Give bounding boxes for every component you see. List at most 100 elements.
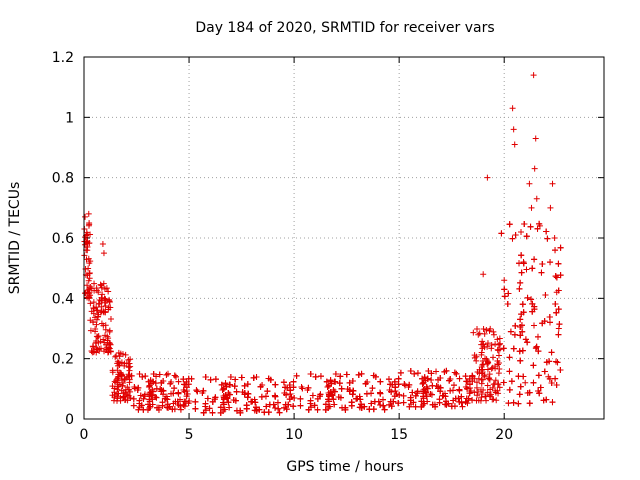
data-point xyxy=(307,400,314,407)
data-point xyxy=(258,393,265,400)
data-point xyxy=(474,326,481,333)
data-point xyxy=(429,382,436,389)
data-point xyxy=(395,375,402,382)
data-point xyxy=(118,371,125,378)
data-point xyxy=(517,357,524,364)
data-point xyxy=(336,380,343,387)
data-point xyxy=(473,379,480,386)
data-point xyxy=(224,395,231,402)
data-point xyxy=(469,373,476,380)
data-point xyxy=(309,392,316,399)
data-point xyxy=(516,348,523,355)
data-point xyxy=(549,180,556,187)
data-point xyxy=(419,380,426,387)
data-point xyxy=(441,368,448,375)
data-point xyxy=(183,388,190,395)
data-point xyxy=(533,343,540,350)
data-point xyxy=(173,373,180,380)
data-point xyxy=(95,289,102,296)
data-point xyxy=(526,180,533,187)
data-point xyxy=(459,403,466,410)
data-point xyxy=(293,372,300,379)
data-point xyxy=(487,391,494,398)
data-point xyxy=(264,388,271,395)
data-point xyxy=(346,386,353,393)
data-point xyxy=(98,294,105,301)
data-point xyxy=(87,300,94,307)
data-point xyxy=(552,301,559,308)
data-point xyxy=(552,375,559,382)
data-point xyxy=(357,396,364,403)
data-point xyxy=(370,406,377,413)
data-point xyxy=(118,387,125,394)
data-point xyxy=(149,387,156,394)
data-point xyxy=(547,259,554,266)
data-point xyxy=(420,395,427,402)
data-point xyxy=(497,340,504,347)
data-point xyxy=(428,370,435,377)
data-point xyxy=(519,347,526,354)
data-point xyxy=(251,396,258,403)
data-point xyxy=(209,398,216,405)
data-point xyxy=(119,383,126,390)
data-point xyxy=(252,399,259,406)
data-point xyxy=(170,400,177,407)
data-point xyxy=(532,135,539,142)
data-point xyxy=(123,360,130,367)
data-point xyxy=(515,400,522,407)
data-point xyxy=(478,394,485,401)
data-point xyxy=(546,319,553,326)
data-point xyxy=(540,397,547,404)
data-point xyxy=(355,371,362,378)
data-point xyxy=(545,373,552,380)
data-point xyxy=(346,379,353,386)
data-point xyxy=(270,401,277,408)
data-point xyxy=(510,126,517,133)
data-point xyxy=(498,230,505,237)
data-point xyxy=(116,362,123,369)
data-point xyxy=(169,406,176,413)
data-point xyxy=(517,383,524,390)
data-point xyxy=(488,341,495,348)
data-point xyxy=(549,399,556,406)
data-point xyxy=(501,293,508,300)
data-point xyxy=(356,393,363,400)
data-point xyxy=(175,378,182,385)
data-point xyxy=(509,105,516,112)
data-point xyxy=(485,375,492,382)
data-point xyxy=(447,375,454,382)
data-point xyxy=(506,354,513,361)
data-point xyxy=(93,333,100,340)
chart-title: Day 184 of 2020, SRMTID for receiver var… xyxy=(195,20,494,36)
data-point xyxy=(90,299,97,306)
data-point xyxy=(363,390,370,397)
data-point xyxy=(528,296,535,303)
data-point xyxy=(484,174,491,181)
data-point xyxy=(272,381,279,388)
data-point xyxy=(553,358,560,365)
data-point xyxy=(109,367,116,374)
data-point xyxy=(122,351,129,358)
data-point xyxy=(92,328,99,335)
data-point xyxy=(495,341,502,348)
data-point xyxy=(330,396,337,403)
data-point xyxy=(100,250,107,257)
data-point xyxy=(180,386,187,393)
data-point xyxy=(106,339,113,346)
data-point xyxy=(233,407,240,414)
data-point xyxy=(88,308,95,315)
data-point xyxy=(138,402,145,409)
data-point xyxy=(414,370,421,377)
data-point xyxy=(87,327,94,334)
data-point xyxy=(358,370,365,377)
data-point xyxy=(555,260,562,267)
data-point xyxy=(555,331,562,338)
data-point xyxy=(433,368,440,375)
data-point xyxy=(325,405,332,412)
data-point xyxy=(524,389,531,396)
data-point xyxy=(281,389,288,396)
data-point xyxy=(297,402,304,409)
data-point xyxy=(102,296,109,303)
data-point xyxy=(510,345,517,352)
data-point xyxy=(126,379,133,386)
